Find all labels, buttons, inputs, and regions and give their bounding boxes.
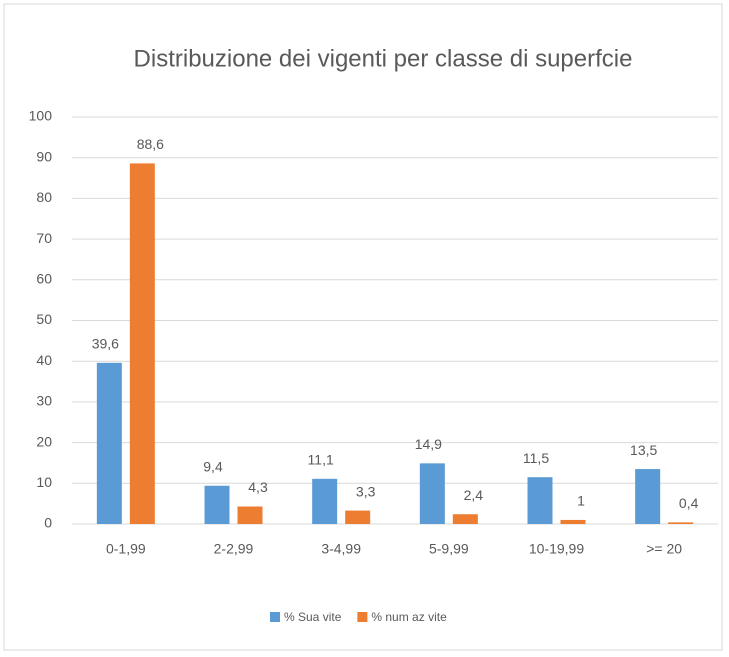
bar xyxy=(452,514,478,524)
x-tick-label: >= 20 xyxy=(646,541,682,557)
bar xyxy=(204,485,230,524)
bar xyxy=(560,519,586,524)
x-tick-label: 0-1,99 xyxy=(106,541,146,557)
y-tick-label: 50 xyxy=(36,311,52,327)
bar xyxy=(668,522,694,524)
legend-label: % Sua vite xyxy=(284,610,342,624)
y-tick-label: 80 xyxy=(36,189,52,205)
y-tick-label: 60 xyxy=(36,271,52,287)
chart-frame xyxy=(3,3,723,651)
bar xyxy=(419,463,445,524)
bar xyxy=(345,510,371,524)
bar xyxy=(527,477,553,524)
y-tick-label: 70 xyxy=(36,230,52,246)
data-label: 9,4 xyxy=(203,458,223,474)
chart-title: Distribuzione dei vigenti per classe di … xyxy=(134,45,633,72)
bar xyxy=(129,163,155,524)
y-tick-label: 20 xyxy=(36,433,52,449)
y-tick-label: 100 xyxy=(29,108,53,124)
legend-label: % num az vite xyxy=(371,610,447,624)
data-label: 3,3 xyxy=(356,483,376,499)
x-tick-label: 3-4,99 xyxy=(321,541,361,557)
data-label: 1 xyxy=(577,493,585,509)
x-tick-label: 5-9,99 xyxy=(429,541,469,557)
data-label: 11,1 xyxy=(308,452,334,468)
bar xyxy=(635,469,661,524)
x-tick-label: 2-2,99 xyxy=(214,541,254,557)
y-tick-label: 10 xyxy=(36,474,52,490)
data-label: 4,3 xyxy=(248,479,268,495)
bar xyxy=(312,478,338,524)
x-tick-label: 10-19,99 xyxy=(529,541,584,557)
data-label: 39,6 xyxy=(92,336,119,352)
legend-swatch xyxy=(270,612,280,622)
y-tick-label: 0 xyxy=(44,515,52,531)
y-tick-label: 30 xyxy=(36,393,52,409)
bar xyxy=(237,506,263,524)
y-tick-label: 90 xyxy=(36,148,52,164)
data-label: 88,6 xyxy=(137,136,164,152)
data-label: 2,4 xyxy=(464,487,484,503)
data-label: 13,5 xyxy=(630,442,657,458)
legend-swatch xyxy=(357,612,368,622)
y-tick-label: 40 xyxy=(36,352,52,368)
bar xyxy=(96,362,122,524)
data-label: 11,5 xyxy=(523,450,549,466)
data-label: 14,9 xyxy=(415,436,442,452)
data-label: 0,4 xyxy=(679,495,699,511)
